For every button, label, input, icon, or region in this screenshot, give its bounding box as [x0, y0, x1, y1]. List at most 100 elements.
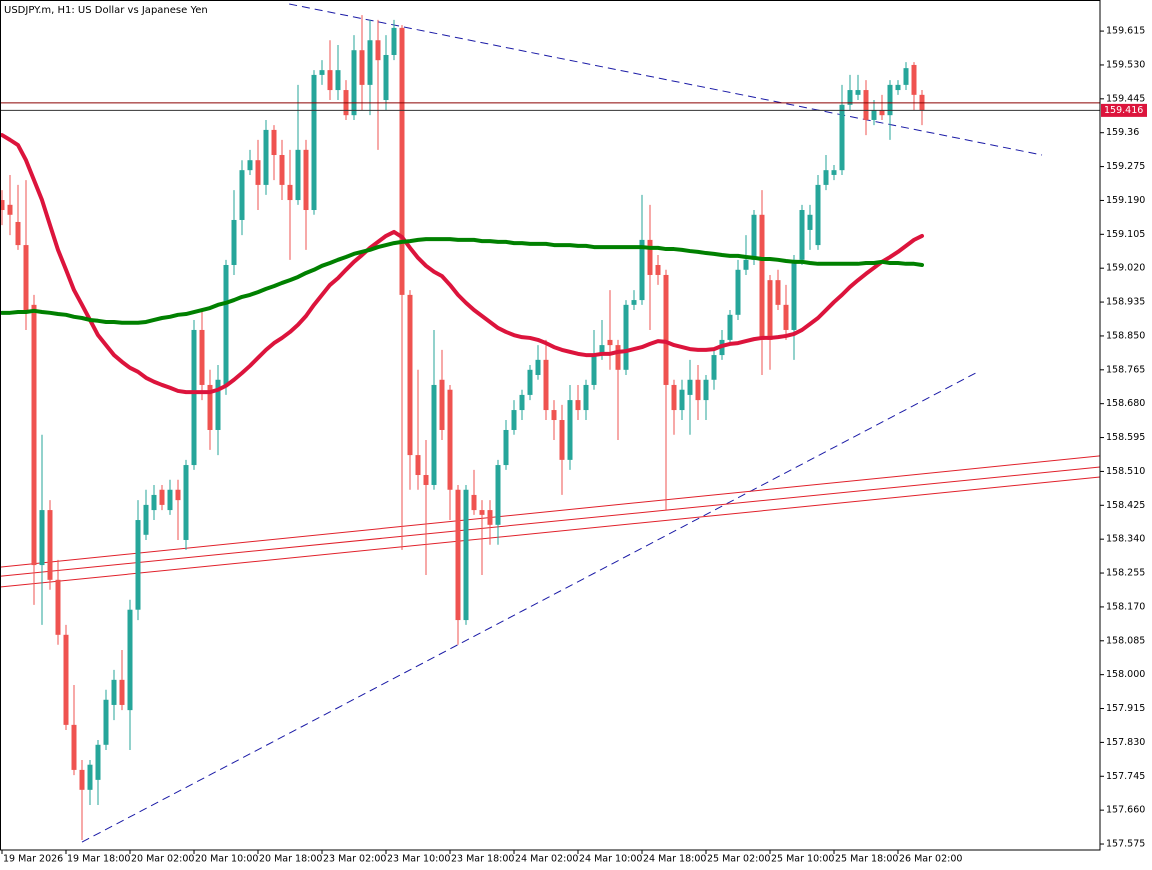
candle-body	[583, 384, 589, 411]
candle-body	[671, 384, 677, 411]
candle-body	[711, 355, 717, 380]
x-tick-label: 23 Mar 10:00	[387, 854, 450, 865]
x-tick-label: 23 Mar 02:00	[323, 854, 386, 865]
trendline	[0, 476, 1100, 588]
candle-body	[527, 369, 533, 395]
candle-body	[391, 27, 397, 55]
candle-body	[487, 510, 493, 525]
x-tick-label: 24 Mar 02:00	[515, 854, 578, 865]
candle-body	[807, 214, 813, 230]
candle-body	[143, 504, 149, 535]
candle-body	[575, 400, 581, 411]
y-tick-label: 158.170	[1106, 601, 1145, 612]
y-tick-label: 158.340	[1106, 534, 1145, 545]
y-tick-label: 158.935	[1106, 297, 1145, 308]
candle-body	[279, 155, 285, 185]
candle-body	[119, 679, 125, 705]
candle-body	[311, 74, 317, 211]
candle-body	[895, 84, 901, 91]
y-tick-label: 159.615	[1106, 26, 1145, 37]
candle-body	[47, 510, 53, 580]
x-tick-label: 24 Mar 10:00	[579, 854, 642, 865]
x-tick-label: 24 Mar 18:00	[643, 854, 706, 865]
moving-average	[0, 237, 924, 325]
candle-body	[751, 214, 757, 260]
candle-body	[319, 70, 325, 75]
candle-body	[847, 90, 853, 105]
candle-body	[831, 170, 837, 175]
plot-frame	[0, 0, 1101, 851]
candle-body	[199, 329, 205, 385]
candle-body	[239, 170, 245, 220]
candle-body	[687, 379, 693, 395]
candle-body	[191, 329, 197, 466]
trendline	[289, 3, 1043, 156]
candle-body	[431, 384, 437, 485]
candle-body	[167, 489, 173, 511]
y-tick-label: 159.105	[1106, 229, 1145, 240]
candle-body	[855, 90, 861, 95]
candle-body	[775, 280, 781, 305]
trendline	[0, 466, 1100, 577]
candle-body	[703, 379, 709, 401]
y-tick-label: 159.445	[1106, 93, 1145, 104]
candle-body	[767, 280, 773, 340]
candle-body	[159, 489, 165, 505]
candle-body	[407, 294, 413, 456]
candle-body	[759, 214, 765, 340]
candle-body	[367, 40, 373, 85]
candle-body	[839, 104, 845, 171]
candle-body	[87, 764, 93, 790]
candle-body	[23, 245, 29, 311]
candle-body	[559, 420, 565, 460]
candle-body	[503, 429, 509, 466]
y-tick-label: 157.915	[1106, 703, 1145, 714]
candle-body	[231, 219, 237, 266]
y-tick-label: 157.745	[1106, 771, 1145, 782]
candle-body	[655, 265, 661, 275]
axes: 159.615 159.530 159.445 159.36 159.275 159.19…	[1, 26, 1147, 865]
candle-body	[471, 494, 477, 511]
candle-body	[783, 304, 789, 330]
candle-body	[871, 109, 877, 120]
candle-body	[535, 359, 541, 375]
candle-body	[879, 109, 885, 116]
candle-body	[479, 510, 485, 515]
y-tick-label: 158.765	[1106, 364, 1145, 375]
candle-body	[447, 389, 453, 490]
x-tick-label: 26 Mar 02:00	[899, 854, 962, 865]
candle-body	[383, 54, 389, 101]
candle-body	[647, 239, 653, 275]
candle-body	[287, 184, 293, 201]
candle-body	[511, 410, 517, 430]
candle-body	[455, 489, 461, 621]
candle-body	[55, 579, 61, 635]
candle-body	[63, 634, 69, 725]
candle-body	[607, 339, 613, 346]
candle-body	[815, 184, 821, 246]
y-tick-label: 158.595	[1106, 432, 1145, 443]
y-tick-label: 158.085	[1106, 635, 1145, 646]
candle-body	[327, 70, 333, 91]
last-price-tag	[1101, 103, 1147, 117]
candle-body	[135, 520, 141, 610]
x-tick-label: 20 Mar 18:00	[259, 854, 322, 865]
trendline	[0, 455, 1100, 568]
candle-body	[271, 129, 277, 156]
candle-body	[335, 70, 341, 91]
candle-body	[463, 489, 469, 621]
last-price-label: 159.416	[1104, 105, 1143, 116]
candle-body	[663, 274, 669, 385]
y-tick-label: 159.275	[1106, 161, 1145, 172]
y-tick-label: 157.830	[1106, 737, 1145, 748]
candle-body	[495, 465, 501, 525]
y-tick-label: 157.660	[1106, 805, 1145, 816]
candle-body	[591, 355, 597, 385]
candle-body	[543, 359, 549, 411]
candle-body	[183, 465, 189, 540]
y-tick-label: 158.000	[1106, 669, 1145, 680]
candle-body	[679, 389, 685, 411]
